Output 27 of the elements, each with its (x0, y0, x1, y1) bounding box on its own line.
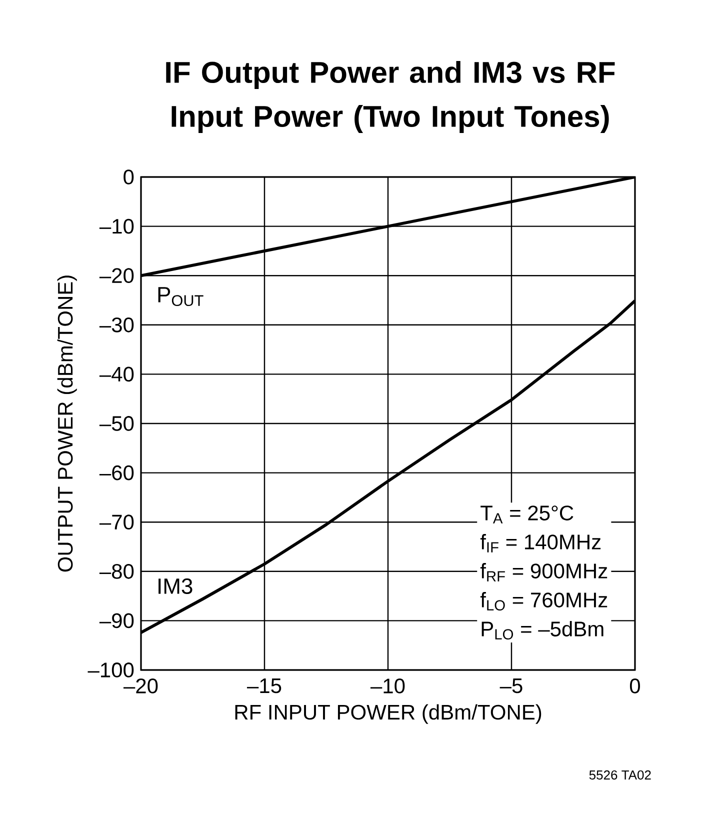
series-label: P$_{OUT}$ (158, 287, 204, 306)
series-label: IM3 (158, 578, 192, 594)
y-tick-label: –40 (99, 366, 134, 382)
x-tick-label: –15 (246, 678, 282, 694)
y-tick-label: –20 (99, 268, 134, 284)
y-tick-label: –50 (99, 416, 134, 431)
x-tick-label: 0 (630, 678, 640, 694)
chart-title: IF Output Power and IM3 vs RF Input Power (Two Input Tones) (166, 61, 615, 133)
x-tick-label: –20 (123, 678, 158, 694)
y-tick-label: 0 (124, 170, 134, 184)
y-tick-label: –80 (99, 564, 134, 579)
y-axis-title: OUTPUT POWER (dBm/TONE) (57, 276, 77, 572)
text: 5526 TA02 (589, 770, 651, 780)
x-tick-label: –5 (500, 678, 522, 694)
x-axis-title: RF INPUT POWER (dBm/TONE) (235, 704, 542, 724)
annotation: T$_{A}$ = 25°C (480, 506, 574, 524)
y-tick-label: –100 (88, 662, 134, 678)
y-tick-label: –10 (99, 218, 134, 234)
annotation: f$_{RF}$ = 900MHz (480, 563, 608, 582)
y-tick-label: –30 (99, 317, 134, 332)
y-tick-label: –60 (99, 465, 134, 480)
x-tick-label: –10 (370, 678, 405, 694)
y-tick-label: –90 (99, 613, 134, 628)
y-tick-label: –70 (99, 514, 134, 530)
annotation: f$_{LO}$ = 760MHz (480, 592, 608, 610)
annotation: P$_{LO}$ = –5dBm (482, 621, 604, 640)
annotation: f$_{IF}$ = 140MHz (480, 534, 601, 552)
